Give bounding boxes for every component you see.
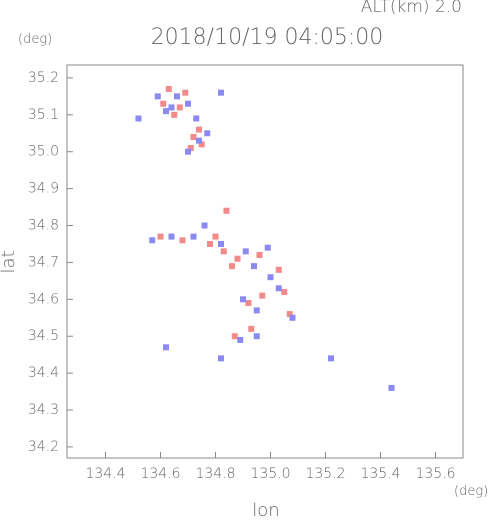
echo-pixel: [204, 130, 211, 137]
echo-pixel: [171, 111, 178, 118]
echo-pixel: [218, 89, 224, 96]
echo-pixel: [196, 126, 202, 133]
echo-pixel: [198, 141, 205, 148]
echo-pixel: [220, 248, 227, 255]
echo-pixel: [223, 207, 230, 214]
echo-pixel: [234, 255, 241, 262]
y-tick-label: 34.9: [28, 181, 59, 197]
echo-pixel: [168, 233, 175, 240]
x-tick-label: 135.4: [360, 466, 400, 482]
echo-pixel: [168, 104, 175, 111]
echo-pixel: [160, 100, 167, 107]
echo-pixel: [190, 233, 197, 240]
x-tick-label: 135.2: [305, 466, 345, 482]
echo-pixel: [275, 285, 282, 292]
y-tick-label: 34.2: [28, 439, 59, 455]
chart-title: 2018/10/19 04:05:00: [151, 25, 384, 50]
echo-pixel: [259, 292, 266, 299]
echo-pixel: [251, 263, 257, 270]
echo-pixel: [231, 333, 238, 340]
echo-pixel: [281, 288, 288, 295]
echo-pixel: [275, 266, 282, 273]
echo-pixel: [253, 307, 260, 314]
echo-pixel: [187, 145, 194, 152]
echo-pixel: [229, 263, 235, 270]
echo-pixel: [218, 240, 224, 247]
x-tick-label: 134.6: [140, 466, 180, 482]
echo-pixel: [193, 115, 200, 122]
echo-pixel: [289, 314, 296, 321]
echo-pixel: [135, 115, 142, 122]
echo-pixel: [328, 355, 334, 362]
echo-pixel: [154, 93, 161, 100]
plot-frame: [66, 64, 464, 459]
x-tick-label: 135.6: [415, 466, 455, 482]
y-tick-label: 34.3: [28, 402, 59, 418]
echo-pixel: [286, 311, 293, 318]
echo-pixel: [242, 248, 249, 255]
echo-pixel: [256, 252, 263, 259]
echo-pixel: [185, 148, 191, 155]
y-tick-label: 35.2: [28, 70, 59, 86]
echo-pixel: [248, 325, 255, 332]
y-unit: (deg): [18, 32, 52, 47]
echo-pixel: [179, 237, 186, 244]
y-axis-label: lat: [0, 250, 19, 273]
echo-pixel: [182, 89, 189, 96]
echo-pixel: [165, 85, 172, 92]
echo-pixel: [245, 300, 252, 307]
x-tick-label: 134.4: [85, 466, 125, 482]
echo-pixel: [157, 233, 164, 240]
y-tick-label: 34.4: [28, 365, 59, 381]
echo-pixel: [267, 274, 274, 281]
echo-pixel: [212, 233, 219, 240]
echo-pixel: [196, 137, 202, 144]
echo-pixel: [253, 333, 260, 340]
y-tick-label: 34.8: [28, 218, 59, 234]
y-tick-label: 34.7: [28, 254, 59, 270]
echo-pixel: [174, 93, 180, 100]
x-tick-label: 134.8: [195, 466, 235, 482]
y-tick-label: 35.0: [28, 144, 59, 160]
x-axis-label: lon: [252, 500, 279, 521]
altitude-label: ALT(km) 2.0: [361, 0, 462, 17]
echo-pixel: [163, 344, 169, 351]
echo-pixel: [185, 100, 191, 107]
echo-pixel: [149, 237, 156, 244]
echo-pixel: [207, 240, 213, 247]
y-tick-label: 34.6: [28, 291, 59, 307]
y-tick-label: 35.1: [28, 107, 59, 123]
echo-pixel: [201, 222, 208, 229]
echo-pixel: [264, 244, 271, 251]
echo-pixel: [237, 336, 244, 343]
x-unit: (deg): [454, 484, 488, 499]
echo-pixel: [176, 104, 183, 111]
y-tick-label: 34.5: [28, 328, 59, 344]
echo-pixel: [163, 108, 169, 115]
echo-pixel: [240, 296, 246, 303]
echo-pixel: [388, 384, 395, 391]
echo-pixel: [190, 133, 197, 140]
echo-pixel: [218, 355, 224, 362]
x-tick-label: 135.0: [250, 466, 290, 482]
